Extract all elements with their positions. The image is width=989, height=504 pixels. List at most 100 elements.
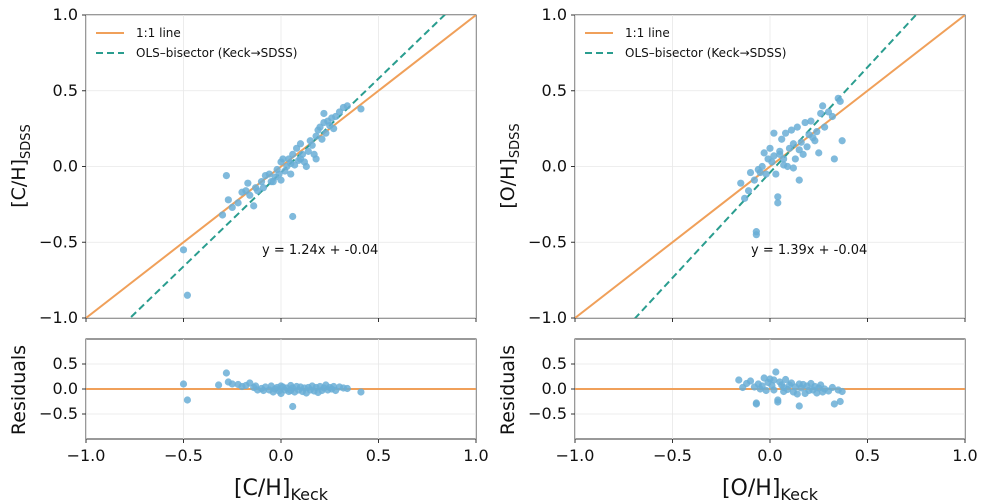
data-point <box>782 375 790 384</box>
data-point <box>830 400 838 408</box>
data-point <box>179 380 188 388</box>
one-to-one-line <box>86 15 476 318</box>
y-tick-label: −0.5 <box>39 232 78 251</box>
legend-label-ols: OLS–bisector (Keck→SDSS) <box>136 46 297 60</box>
one-to-one-line <box>575 15 965 318</box>
y-axis-label-sub: SDSS <box>19 124 34 159</box>
data-point <box>254 187 262 195</box>
data-point <box>780 155 788 163</box>
oxygen-residual-marks <box>574 339 966 443</box>
x-tick-label: −1.0 <box>67 446 106 465</box>
x-axis-label-sub: Keck <box>290 485 328 504</box>
data-point <box>296 140 305 148</box>
data-point <box>762 170 770 178</box>
plot-area <box>575 15 965 318</box>
y-tick-labels: −1.0 −0.5 0.0 0.5 1.0 <box>528 5 575 327</box>
data-point <box>746 377 755 385</box>
data-point <box>791 155 799 163</box>
data-point <box>795 176 803 184</box>
data-point <box>817 109 825 118</box>
x-tick-label: 0.5 <box>366 446 391 465</box>
data-point <box>744 187 753 195</box>
data-point <box>793 123 801 131</box>
carbon-marks <box>85 15 477 322</box>
data-point <box>289 212 297 221</box>
data-point <box>312 155 320 163</box>
data-point <box>778 135 786 143</box>
data-point <box>735 376 743 384</box>
data-point <box>760 149 768 157</box>
x-tick-label: 1.0 <box>463 446 488 465</box>
data-point <box>782 129 790 137</box>
data-point <box>828 112 837 121</box>
data-point <box>838 387 846 396</box>
data-point <box>215 381 223 389</box>
data-point <box>801 118 809 127</box>
legend-label-ols: OLS–bisector (Keck→SDSS) <box>625 46 786 60</box>
data-point <box>179 246 188 254</box>
data-point <box>774 199 782 207</box>
data-point <box>752 228 760 236</box>
y-tick-label: 1.0 <box>542 5 567 24</box>
residual-plot-carbon: −0.5 0.0 0.5 −1.0 −0.5 0.0 0.5 1.0 Residuals [… <box>8 338 489 504</box>
data-point <box>257 178 266 186</box>
data-point <box>770 386 778 394</box>
data-point <box>793 390 801 398</box>
y-tick-label: 0.5 <box>542 354 567 373</box>
ols-bisector-line <box>633 15 918 318</box>
legend-label-1to1: 1:1 line <box>625 26 670 40</box>
data-point <box>228 380 236 388</box>
data-point <box>312 132 320 140</box>
data-point <box>774 398 782 406</box>
data-point <box>224 196 232 204</box>
data-point <box>287 170 295 178</box>
x-tick-label: −0.5 <box>653 446 692 465</box>
y-tick-label: 0.0 <box>53 379 78 398</box>
data-point <box>789 164 798 172</box>
data-point <box>799 150 807 158</box>
data-point <box>813 128 821 136</box>
x-tick-labels: −1.0 −0.5 0.0 0.5 1.0 <box>67 446 489 465</box>
data-point <box>795 402 803 410</box>
fit-annotation: y = 1.24x + -0.04 <box>262 243 378 258</box>
data-point <box>357 105 365 113</box>
data-point <box>797 138 805 146</box>
data-point <box>828 383 837 392</box>
main-plot-carbon: −1.0 −0.5 0.0 0.5 1.0 1:1 line OLS–bisector … <box>8 5 477 327</box>
y-tick-label: 0.5 <box>53 81 78 100</box>
data-point <box>770 152 778 160</box>
legend: 1:1 line OLS–bisector (Keck→SDSS) <box>585 26 786 60</box>
y-axis-label: Residuals <box>497 345 519 435</box>
data-point <box>357 388 365 396</box>
y-tick-label: 1.0 <box>53 5 78 24</box>
data-point <box>289 402 297 411</box>
plot-area <box>86 339 476 439</box>
data-point <box>265 170 273 178</box>
data-point <box>838 137 846 145</box>
data-point <box>279 155 287 163</box>
y-tick-label: −0.5 <box>528 232 567 251</box>
x-tick-label: 0.0 <box>268 446 293 465</box>
y-tick-labels: −0.5 0.0 0.5 <box>39 354 86 423</box>
data-point <box>289 150 297 158</box>
data-point <box>308 141 316 149</box>
x-tick-label: −1.0 <box>556 446 595 465</box>
data-point <box>737 179 745 187</box>
data-point <box>343 102 351 110</box>
y-tick-labels: −1.0 −0.5 0.0 0.5 1.0 <box>39 5 86 327</box>
plot-area <box>575 339 965 439</box>
data-point <box>836 397 844 406</box>
data-point <box>259 184 268 192</box>
data-point <box>318 135 326 143</box>
y-tick-label: −0.5 <box>528 404 567 423</box>
data-point <box>343 384 351 393</box>
y-tick-label: 0.0 <box>542 157 567 176</box>
oxygen-marks <box>574 15 966 322</box>
data-point <box>330 125 338 133</box>
data-point <box>750 176 759 184</box>
data-point <box>789 140 798 148</box>
carbon-residual-marks <box>85 339 477 443</box>
data-point <box>298 150 307 158</box>
data-point <box>244 179 252 187</box>
plot-area <box>86 15 476 318</box>
